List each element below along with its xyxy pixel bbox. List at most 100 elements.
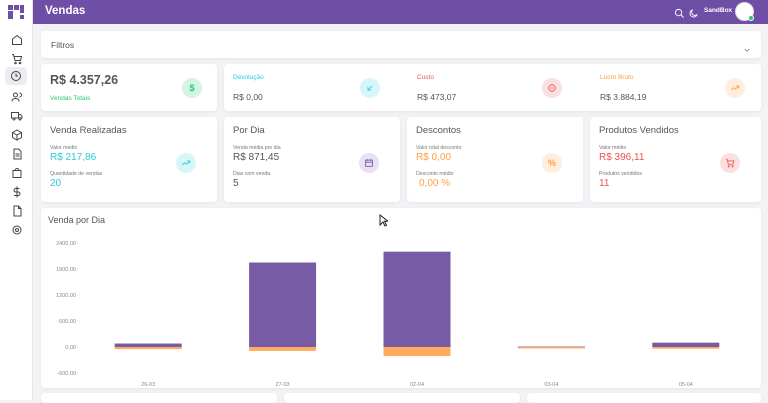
- calendar-icon: [359, 153, 379, 173]
- dollar-icon: [13, 186, 21, 198]
- chart-title: Venda por Dia: [48, 215, 106, 225]
- settings-icon: [12, 225, 22, 235]
- gross-profit-label: Lucro Bruto: [600, 74, 634, 81]
- sidebar-item-settings[interactable]: [10, 223, 24, 237]
- expand-filters-button[interactable]: [743, 41, 751, 52]
- trending-up-icon: [176, 153, 196, 173]
- avg-per-day-label: Venda média por dia: [233, 145, 281, 151]
- sales-made-card: Venda Realizadas Valor médio R$ 217,86 Q…: [41, 117, 217, 202]
- moon-icon: [689, 9, 698, 18]
- file-icon: [13, 205, 22, 217]
- y-tick-label: 0.00: [65, 345, 76, 351]
- bar-26-03-series-0[interactable]: [114, 343, 182, 347]
- y-tick-label: 1800.00: [56, 267, 76, 273]
- sidebar-item-cart[interactable]: [10, 52, 24, 66]
- products-sold-title: Produtos Vendidos: [599, 125, 679, 136]
- x-tick-label: 27-03: [276, 382, 290, 388]
- sidebar-item-users[interactable]: [10, 90, 24, 104]
- products-sold-card: Produtos Vendidos Valor médio R$ 396,11 …: [590, 117, 761, 202]
- x-tick-label: 26-03: [141, 382, 155, 388]
- x-tick-label: 05-04: [679, 382, 693, 388]
- top-bar: Vendas SandBox: [33, 0, 768, 24]
- sidebar-item-reports[interactable]: [10, 147, 24, 161]
- y-tick-label: -600.00: [57, 371, 76, 377]
- avg-value: R$ 217,86: [50, 152, 97, 163]
- dollar-icon: $: [182, 78, 202, 98]
- chevron-down-icon: [744, 48, 750, 52]
- total-discount-value: R$ 0,00: [416, 152, 452, 163]
- search-icon: [674, 8, 684, 18]
- search-button[interactable]: [674, 6, 685, 18]
- clock-icon: [11, 71, 21, 81]
- avg-discount-label: Desconto médio: [416, 171, 454, 177]
- avg-discount-value: 0,00 %: [419, 178, 451, 189]
- sales-count-value: 20: [50, 178, 62, 189]
- x-tick-label: 03-04: [544, 382, 558, 388]
- logo-icon[interactable]: [8, 5, 26, 19]
- total-discount-label: Valor total desconto: [416, 145, 462, 151]
- products-count-label: Produtos vendidos: [599, 171, 642, 177]
- bottom-card-1: [41, 393, 277, 403]
- cart-icon: [12, 54, 23, 65]
- avg-value-label: Valor médio: [50, 145, 78, 151]
- avg-per-day-value: R$ 871,45: [233, 152, 280, 163]
- sales-count-label: Quantidade de vendas: [50, 171, 103, 177]
- users-icon: [11, 92, 22, 102]
- avatar[interactable]: [735, 2, 754, 21]
- bar-02-04-series-1[interactable]: [383, 347, 451, 357]
- sidebar-item-home[interactable]: [10, 33, 24, 47]
- sidebar: [0, 0, 33, 400]
- total-sales-label: Vendas Totais: [50, 95, 91, 102]
- page-title: Vendas: [45, 5, 86, 17]
- online-status-dot: [748, 15, 754, 21]
- theme-toggle[interactable]: [688, 6, 699, 18]
- days-with-sales-label: Dias com venda: [233, 171, 271, 177]
- sales-made-title: Venda Realizadas: [50, 125, 127, 136]
- sidebar-item-products[interactable]: [10, 128, 24, 142]
- per-day-title: Por Dia: [233, 125, 265, 136]
- sales-per-day-chart: 2400.00 1800.00 1200.00 600.00 0.00 -600.00 26…: [56, 241, 720, 388]
- financial-summary-card: Devolução R$ 0,00 Custo R$ 473,07 Lucro …: [224, 64, 761, 111]
- total-sales-card: R$ 4.357,26 Vendas Totais $: [41, 64, 217, 111]
- bar-05-04-series-0[interactable]: [652, 342, 720, 347]
- minus-circle-icon: [542, 78, 562, 98]
- gross-profit-value: R$ 3.884,19: [600, 92, 647, 102]
- bar-26-03-series-1[interactable]: [114, 347, 182, 350]
- discounts-card: Descontos Valor total desconto R$ 0,00 D…: [407, 117, 583, 202]
- shopping-bag-icon: [12, 168, 22, 178]
- y-tick-label: 600.00: [59, 319, 76, 325]
- sidebar-item-dashboard[interactable]: [5, 67, 27, 85]
- sidebar-item-documents[interactable]: [10, 204, 24, 218]
- filters-title: Filtros: [51, 40, 75, 50]
- cost-value: R$ 473,07: [417, 92, 457, 102]
- mouse-cursor: [379, 214, 388, 227]
- sales-per-day-chart-card: Venda por Dia 2400.00 1800.00 1200.00 600.0…: [41, 208, 761, 388]
- product-avg-value: R$ 396,11: [599, 152, 645, 163]
- bottom-card-3: [527, 393, 761, 403]
- sidebar-item-delivery[interactable]: [10, 109, 24, 123]
- returns-label: Devolução: [233, 74, 264, 81]
- filters-panel[interactable]: Filtros: [41, 31, 761, 58]
- y-tick-label: 1200.00: [56, 293, 76, 299]
- bar-02-04-series-0[interactable]: [383, 251, 451, 347]
- products-count-value: 11: [599, 178, 610, 189]
- bar-03-04-series-1[interactable]: [517, 347, 585, 349]
- y-tick-label: 2400.00: [56, 241, 76, 247]
- bar-27-03-series-0[interactable]: [249, 262, 317, 348]
- cost-label: Custo: [417, 74, 434, 81]
- sidebar-item-orders[interactable]: [10, 166, 24, 180]
- user-name[interactable]: SandBox: [704, 7, 733, 14]
- product-avg-label: Valor médio: [599, 145, 627, 151]
- per-day-card: Por Dia Venda média por dia R$ 871,45 Di…: [224, 117, 400, 202]
- truck-icon: [11, 112, 23, 121]
- bar-27-03-series-1[interactable]: [249, 347, 317, 351]
- returns-value: R$ 0,00: [233, 92, 263, 102]
- return-arrow-icon: [360, 78, 380, 98]
- bottom-card-2: [284, 393, 520, 403]
- bar-05-04-series-1[interactable]: [652, 347, 720, 349]
- sidebar-item-finance[interactable]: [10, 185, 24, 199]
- cart-icon: [720, 153, 740, 173]
- file-text-icon: [13, 148, 22, 160]
- box-icon: [12, 129, 22, 141]
- trending-up-icon: [725, 78, 745, 98]
